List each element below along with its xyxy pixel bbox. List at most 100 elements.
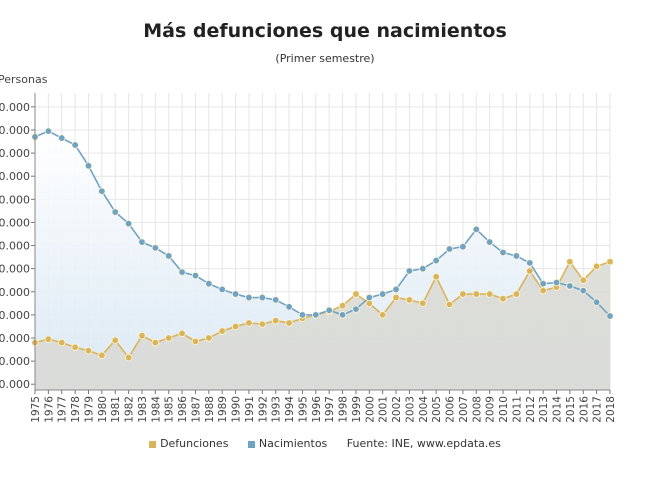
data-point-nacimientos <box>271 296 280 304</box>
legend-item-nacimientos[interactable]: Nacimientos <box>247 437 327 450</box>
y-tick-label: 280.000 <box>0 193 30 206</box>
data-point-nacimientos <box>419 264 427 273</box>
data-point-defunciones <box>579 276 587 284</box>
data-point-defunciones <box>71 343 79 351</box>
data-point-nacimientos <box>58 134 66 142</box>
data-point-defunciones <box>151 338 160 347</box>
y-tick-label: 220.000 <box>0 263 30 276</box>
x-tick-label: 1982 <box>124 396 136 423</box>
data-point-defunciones <box>231 322 240 331</box>
x-tick-label: 1978 <box>70 396 82 423</box>
data-point-nacimientos <box>258 293 267 302</box>
x-tick-label: 1998 <box>338 396 350 423</box>
data-point-defunciones <box>98 351 106 360</box>
data-point-nacimientos <box>245 293 253 302</box>
data-point-defunciones <box>419 299 427 308</box>
y-tick-label: 260.000 <box>0 216 30 229</box>
data-point-defunciones <box>592 262 601 271</box>
data-point-nacimientos <box>151 244 160 252</box>
data-point-defunciones <box>352 290 360 298</box>
x-tick-label: 1975 <box>30 396 42 423</box>
data-point-nacimientos <box>378 290 387 298</box>
data-point-defunciones <box>58 338 66 347</box>
x-tick-label: 1987 <box>190 396 202 423</box>
data-point-defunciones <box>459 290 467 298</box>
y-tick-label: 180.000 <box>0 309 30 322</box>
x-tick-label: 1993 <box>271 396 283 423</box>
data-point-defunciones <box>178 329 186 338</box>
x-tick-label: 1980 <box>97 396 109 423</box>
data-point-defunciones <box>124 353 133 362</box>
data-point-nacimientos <box>459 243 467 251</box>
x-tick-label: 1981 <box>110 396 122 423</box>
data-point-nacimientos <box>84 162 93 170</box>
data-point-defunciones <box>392 293 400 302</box>
x-tick-label: 2005 <box>431 396 443 423</box>
x-tick-label: 2014 <box>552 396 564 423</box>
data-point-nacimientos <box>445 245 454 253</box>
data-point-nacimientos <box>552 278 561 287</box>
data-point-defunciones <box>191 337 200 346</box>
x-tick-label: 1994 <box>284 396 296 423</box>
x-tick-label: 2009 <box>485 396 497 423</box>
data-point-nacimientos <box>98 187 106 195</box>
data-point-defunciones <box>432 273 440 281</box>
y-tick-label: 320.000 <box>0 147 30 160</box>
data-point-nacimientos <box>298 311 307 319</box>
x-tick-label: 1989 <box>217 396 229 423</box>
x-tick-label: 2016 <box>578 396 590 423</box>
x-tick-label: 2004 <box>418 396 430 423</box>
legend-item-defunciones[interactable]: Defunciones <box>149 437 228 450</box>
data-point-nacimientos <box>526 259 534 267</box>
data-point-defunciones <box>445 300 454 309</box>
data-point-nacimientos <box>365 293 374 302</box>
data-point-nacimientos <box>44 127 53 135</box>
data-point-nacimientos <box>191 271 200 280</box>
data-point-defunciones <box>44 335 53 343</box>
x-tick-label: 1979 <box>83 396 95 423</box>
x-tick-label: 1992 <box>257 396 269 423</box>
data-point-nacimientos <box>338 311 347 319</box>
chart-subtitle: (Primer semestre) <box>275 52 375 65</box>
data-point-nacimientos <box>218 285 226 294</box>
data-point-nacimientos <box>285 303 293 311</box>
data-point-defunciones <box>485 290 494 298</box>
data-point-defunciones <box>338 301 347 310</box>
data-point-defunciones <box>285 319 293 327</box>
y-tick-label: 360.000 <box>0 101 30 114</box>
data-point-nacimientos <box>71 141 79 149</box>
y-axis-label: Personas <box>0 73 48 86</box>
data-point-nacimientos <box>512 252 521 260</box>
data-point-nacimientos <box>592 298 601 306</box>
data-point-nacimientos <box>472 225 480 234</box>
data-point-defunciones <box>526 267 534 275</box>
x-tick-label: 2011 <box>511 396 523 423</box>
x-tick-label: 2003 <box>404 396 416 423</box>
y-tick-label: 160.000 <box>0 332 30 345</box>
data-point-nacimientos <box>138 238 146 246</box>
data-point-nacimientos <box>312 311 320 319</box>
x-tick-label: 2002 <box>391 396 403 423</box>
data-point-defunciones <box>499 295 507 303</box>
data-point-nacimientos <box>539 279 547 288</box>
chart-title: Más defunciones que nacimientos <box>143 20 507 42</box>
y-tick-label: 200.000 <box>0 286 30 299</box>
data-point-defunciones <box>566 258 574 266</box>
data-point-nacimientos <box>165 252 173 260</box>
x-tick-label: 1986 <box>177 396 189 423</box>
area-defunciones <box>35 261 610 390</box>
y-tick-label: 120.000 <box>0 378 30 391</box>
data-point-defunciones <box>472 290 480 298</box>
data-point-defunciones <box>539 286 547 295</box>
x-tick-label: 2010 <box>498 396 510 423</box>
x-tick-label: 1991 <box>244 396 256 423</box>
data-point-nacimientos <box>405 267 414 275</box>
data-point-defunciones <box>271 316 280 325</box>
data-point-defunciones <box>205 334 213 342</box>
data-point-defunciones <box>245 319 253 327</box>
data-point-nacimientos <box>499 248 507 257</box>
x-tick-label: 2012 <box>525 396 537 423</box>
data-point-nacimientos <box>485 238 494 246</box>
x-tick-label: 2007 <box>458 396 470 423</box>
